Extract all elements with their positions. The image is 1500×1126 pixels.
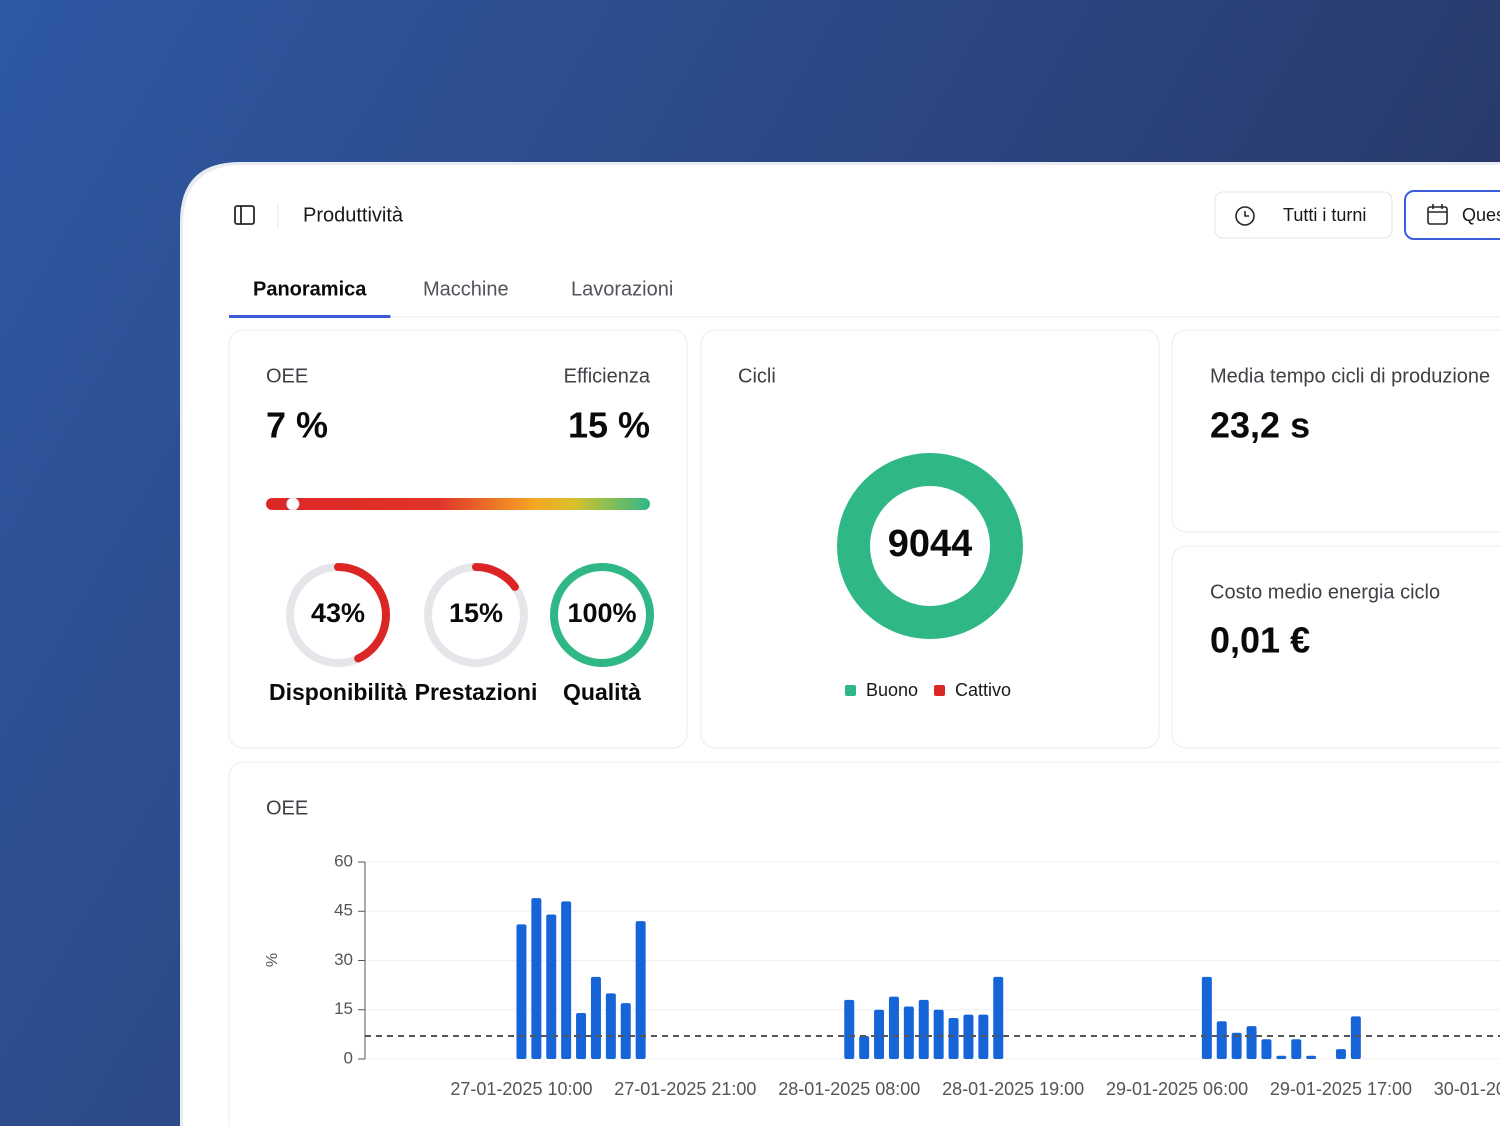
- x-tick-label: 29-01-2025 17:00: [1270, 1079, 1412, 1099]
- button-label[interactable]: Questa settimana: [1462, 205, 1500, 225]
- bar: [1276, 1055, 1287, 1059]
- card-label: Media tempo cicli di produzione: [1210, 365, 1490, 387]
- bar: [948, 1017, 959, 1059]
- x-tick-label: 27-01-2025 21:00: [614, 1079, 756, 1099]
- x-tick-label: 27-01-2025 10:00: [450, 1079, 592, 1099]
- y-tick-label: 0: [344, 1048, 353, 1067]
- card-value: 0,01 €: [1210, 620, 1310, 661]
- bar: [1216, 1021, 1227, 1059]
- legend-label: Cattivo: [955, 680, 1011, 700]
- ring-value: 100%: [567, 598, 636, 628]
- y-tick-label: 60: [334, 851, 353, 870]
- card: [700, 329, 1160, 749]
- ring-arc: [550, 563, 654, 667]
- bar: [576, 1013, 587, 1059]
- bar: [1350, 1016, 1361, 1059]
- bar: [903, 1006, 914, 1059]
- bar: [963, 1014, 974, 1059]
- ring-value: 15%: [449, 598, 503, 628]
- card: [1171, 329, 1500, 533]
- chart-title: OEE: [266, 797, 308, 819]
- card-value: 7 %: [266, 405, 328, 446]
- card: [1171, 545, 1500, 749]
- x-tick-label: 30-01-2025 04:00: [1434, 1079, 1500, 1099]
- bar: [620, 1003, 631, 1059]
- legend-swatch: [934, 685, 945, 696]
- card-value: 15 %: [568, 405, 650, 446]
- bar: [635, 921, 646, 1059]
- bar: [1261, 1039, 1272, 1059]
- donut-total: 9044: [888, 523, 973, 565]
- card-label: Costo medio energia ciclo: [1210, 581, 1440, 603]
- bar: [859, 1036, 870, 1059]
- bar: [605, 993, 616, 1059]
- gauge-marker: [286, 497, 300, 511]
- tab[interactable]: Lavorazioni: [571, 278, 673, 300]
- bar: [1231, 1032, 1242, 1059]
- card-label: Efficienza: [564, 365, 651, 387]
- x-tick-label: 28-01-2025 08:00: [778, 1079, 920, 1099]
- y-tick-label: 45: [334, 901, 353, 920]
- ring-arc: [424, 563, 528, 667]
- card-label: Cicli: [738, 365, 776, 387]
- bar: [516, 924, 527, 1059]
- y-tick-label: 30: [334, 950, 353, 969]
- x-tick-label: 28-01-2025 19:00: [942, 1079, 1084, 1099]
- bar: [546, 914, 557, 1059]
- ring-name: Qualità: [563, 679, 641, 705]
- legend-label: Buono: [866, 680, 918, 700]
- bar: [1335, 1049, 1346, 1059]
- period-button[interactable]: Questa settimana: [1404, 190, 1500, 240]
- card: [228, 329, 688, 749]
- ring-arc: [286, 563, 390, 667]
- sidebar-toggle[interactable]: [234, 205, 255, 225]
- y-axis-label: %: [264, 953, 281, 967]
- ring-value: 43%: [311, 598, 365, 628]
- bar: [888, 996, 899, 1059]
- tab[interactable]: Panoramica: [253, 278, 367, 300]
- button-label[interactable]: Tutti i turni: [1283, 205, 1366, 225]
- y-tick-label: 15: [334, 999, 353, 1018]
- gauge-bar: [266, 498, 650, 510]
- card-value: 23,2 s: [1210, 405, 1310, 446]
- bar: [933, 1009, 944, 1059]
- bar: [918, 999, 929, 1059]
- bar: [1201, 976, 1212, 1059]
- bar: [1291, 1039, 1302, 1059]
- ring-name: Prestazioni: [415, 679, 538, 705]
- tab[interactable]: Macchine: [423, 278, 509, 300]
- x-tick-label: 29-01-2025 06:00: [1106, 1079, 1248, 1099]
- bar: [993, 976, 1004, 1059]
- card: [228, 761, 1500, 1126]
- bar: [1246, 1026, 1257, 1059]
- donut-segment: [837, 453, 1023, 639]
- tab-indicator: [229, 315, 391, 318]
- legend-swatch: [845, 685, 856, 696]
- bar: [590, 976, 601, 1059]
- bar: [561, 901, 572, 1059]
- bar: [1306, 1055, 1317, 1059]
- page-title: Produttività: [303, 204, 404, 226]
- bar: [844, 999, 855, 1059]
- bar: [531, 898, 542, 1059]
- bar: [874, 1009, 885, 1059]
- ring-name: Disponibilità: [269, 679, 407, 705]
- shift-button[interactable]: Tutti i turni: [1214, 191, 1393, 239]
- card-label: OEE: [266, 365, 308, 387]
